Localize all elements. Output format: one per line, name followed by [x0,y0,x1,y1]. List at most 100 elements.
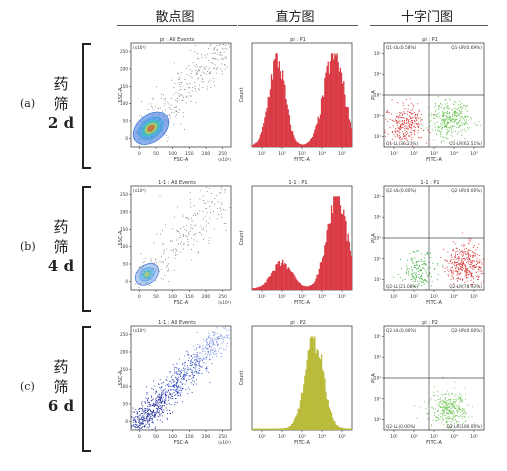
histogram-bar [290,130,293,147]
scatter-dot [172,240,174,242]
quadrant-dot [437,264,439,266]
quadrant-dot [453,139,455,141]
quadrant-dot [398,129,400,131]
quadrant-dot [449,411,451,413]
quadrant-dot [442,410,444,412]
quadrant-dot [449,417,451,419]
scatter-dot [178,72,180,74]
scatter-dot [165,135,167,137]
quadrant-dot [438,131,440,133]
histogram-bar [349,428,352,430]
quadrant-dot [449,404,452,406]
quadrant-dot [441,104,443,106]
scatter-dot [200,225,202,227]
quadrant-dot [459,249,461,251]
row-bracket [82,326,91,452]
scatter-dot [150,400,152,402]
quadrant-dot [440,131,442,133]
scatter-dot [189,95,191,97]
quadrant-dot [454,115,456,117]
scatter-dot [163,405,165,407]
scatter-dot [181,377,183,379]
quadrant-dot [481,263,483,265]
quadrant-dot [448,118,450,120]
quadrant-dot [414,120,416,123]
histogram-bar [299,283,302,290]
scatter-dot [213,58,215,60]
scatter-dot [192,376,194,378]
histogram-bar [282,70,284,147]
quadrant-dot [405,98,407,100]
scatter-dot [153,380,155,382]
scatter-dot [178,78,180,80]
quadrant-dot [444,119,446,121]
quadrant-dot [462,251,464,254]
scatter-dot [152,98,154,100]
histogram-bar [319,114,322,147]
scatter-dot [154,415,157,417]
scatter-dot [220,334,222,336]
quadrant-dot [446,420,448,422]
quadrant-dot [454,255,456,258]
scatter-dot [157,415,159,418]
scatter-dot [201,373,203,375]
y-tick-label: 150 [120,367,128,372]
quadrant-dot [425,127,427,129]
quadrant-dot [415,279,417,281]
scatter-dot [174,390,176,392]
scatter-dot [185,82,187,84]
quadrant-dot [458,402,461,404]
x-tick-label: 10³ [430,294,438,300]
quadrant-dot [403,122,405,124]
scatter-dot [208,239,210,241]
quadrant-dot [417,132,419,134]
scatter-dot [198,363,200,365]
scatter-dot [155,411,157,413]
quadrant-dot [440,406,443,408]
quadrant-dot [417,124,419,126]
quadrant-dot [462,257,464,259]
quadrant-dot [470,279,472,281]
histogram-bar [308,349,310,430]
quadrant-dot [446,400,448,402]
quadrant-dot [465,272,467,274]
scatter-dot [203,72,205,74]
quadrant-dot [475,260,477,262]
quadrant-dot [461,112,463,114]
histogram-bar [275,428,277,430]
scatter-dot [180,243,182,245]
scatter-dot [143,261,145,263]
scatter-dot [163,393,165,395]
quadrant-dot [464,251,466,253]
quadrant-dot [413,106,415,108]
row-letter: (a) [20,97,36,110]
scatter-dot [182,112,184,114]
quadrant-dot [418,283,420,285]
quadrant-dot [417,129,419,131]
scatter-dot [169,117,171,119]
scatter-dot [186,369,188,371]
quadrant-dot [448,115,450,117]
scatter-dot [167,389,169,391]
histogram-bar [275,264,277,290]
histogram-bar [306,360,308,430]
quadrant-dot [441,119,443,121]
quadrant-dot [416,264,418,266]
scatter-dot [189,368,191,370]
scatter-dot [154,106,156,108]
histogram-bar [338,71,340,147]
scatter-dot [176,101,178,103]
quadrant-dot [475,266,477,268]
scatter-dot [214,344,216,346]
scatter-dot [198,89,200,91]
quadrant-dot [442,419,444,421]
quadrant-dot [433,124,435,126]
scatter-dot [216,195,218,197]
scatter-dot [203,357,205,359]
histogram-bar [263,123,265,147]
y-multiplier: (x10³) [133,328,146,333]
quadrant-dot [458,113,460,116]
scatter-dot [223,64,225,66]
quadrant-dot [450,253,452,255]
